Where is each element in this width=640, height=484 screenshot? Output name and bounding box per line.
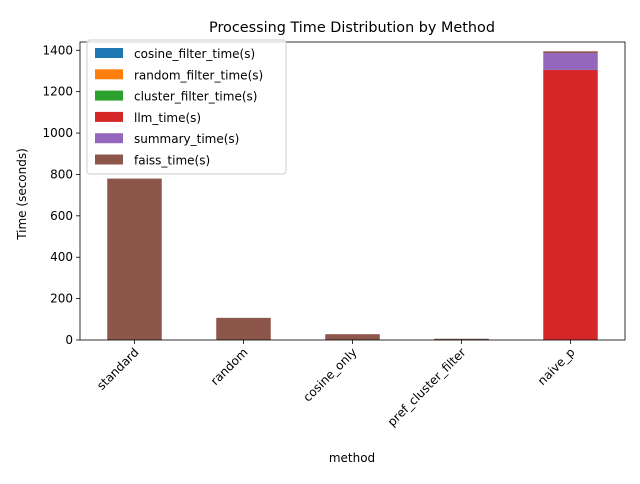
chart-title: Processing Time Distribution by Method (209, 20, 495, 36)
y-tick-label: 0 (65, 333, 73, 347)
x-tick-label-pref_cluster_filter: pref_cluster_filter (385, 345, 469, 429)
x-axis-label: method (329, 451, 375, 465)
legend-label-4: summary_time(s) (134, 132, 239, 146)
bar-naive_p-series-3 (543, 69, 598, 340)
legend-label-3: llm_time(s) (134, 111, 201, 125)
legend-label-0: cosine_filter_time(s) (134, 47, 255, 61)
legend-label-2: cluster_filter_time(s) (134, 90, 257, 104)
legend-swatch-0 (95, 48, 123, 58)
y-tick-label: 600 (50, 209, 73, 223)
y-axis-label: Time (seconds) (15, 148, 29, 241)
x-tick-label-cosine_only: cosine_only (300, 345, 359, 404)
legend: cosine_filter_time(s) random_filter_time(… (86, 39, 287, 175)
legend-label-5: faiss_time(s) (134, 154, 210, 168)
y-tick-label: 1000 (42, 126, 73, 140)
y-tick-label: 1200 (42, 85, 73, 99)
legend-swatch-2 (95, 90, 123, 101)
bar-naive_p-series-5 (543, 51, 598, 53)
x-tick-label-naive_p: naive_p (535, 345, 578, 388)
legend-swatch-3 (95, 111, 123, 122)
y-tick-label: 1400 (42, 43, 73, 57)
y-tick-label: 200 (50, 292, 73, 306)
y-tick-label: 800 (50, 167, 73, 181)
legend-swatch-4 (95, 133, 123, 144)
bar-standard-series-5 (107, 178, 162, 340)
y-tick-label: 400 (50, 250, 73, 264)
legend-swatch-1 (95, 69, 123, 80)
x-tick-label-random: random (208, 345, 251, 388)
bar-pref_cluster_filter-series-5 (434, 338, 489, 340)
x-tick-label-standard: standard (94, 345, 142, 393)
legend-label-1: random_filter_time(s) (134, 68, 263, 82)
legend-box (86, 39, 287, 175)
bar-naive_p-series-4 (543, 52, 598, 70)
bar-random-series-5 (216, 317, 271, 340)
bar-cosine_only-series-5 (325, 334, 380, 340)
legend-swatch-5 (95, 154, 123, 165)
